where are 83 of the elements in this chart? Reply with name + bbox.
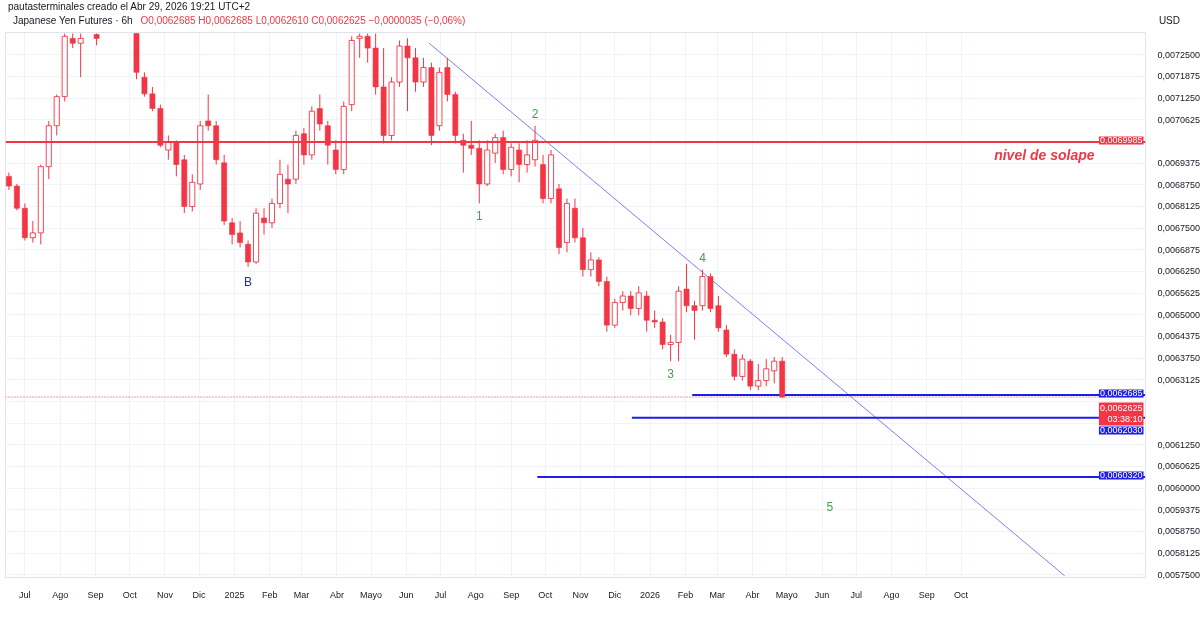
y-tick-label: 0,0068750 (1157, 179, 1200, 190)
ref-line-label: 0,0069985 (1099, 135, 1143, 146)
y-tick-label: 0,0060625 (1157, 461, 1200, 472)
y-tick-label: 0,0057500 (1157, 569, 1200, 580)
x-tick-label: Oct (954, 589, 969, 600)
x-tick-label: Dic (192, 589, 207, 600)
y-tick-label: 0,0072500 (1157, 49, 1200, 60)
y-tick-label: 0,0066875 (1157, 244, 1200, 255)
x-tick-label: Jul (19, 589, 31, 600)
x-tick-label: Mayo (775, 589, 798, 600)
y-tick-label: 0,0070625 (1157, 114, 1200, 125)
text: pautasterminales creado el Abr 29, 2026 19:21 UTC+2 (7, 0, 252, 14)
x-tick-label: Abr (745, 589, 760, 600)
candlestick (595, 256, 602, 287)
data-label: 0,0062030 (1099, 425, 1143, 436)
y-tick-label: 0,0066250 (1157, 266, 1200, 277)
x-tick-label: Ago (467, 589, 484, 600)
y-tick-label: 0,0068125 (1157, 201, 1200, 212)
y-axis-title: USD (1158, 14, 1180, 28)
annotation: 1 (475, 209, 483, 224)
x-tick-label: 2025 (224, 589, 245, 600)
candlestick (763, 358, 770, 387)
annotation: 2 (531, 106, 539, 121)
candlestick (619, 290, 626, 312)
x-tick-label: Jul (434, 589, 447, 600)
x-tick-label: Jul (850, 589, 862, 600)
y-tick-label: 0,0063125 (1157, 374, 1200, 385)
x-tick-label: Mar (709, 589, 726, 600)
x-tick-label: Mayo (360, 589, 383, 600)
candlestick (245, 240, 251, 268)
candlestick (229, 217, 235, 245)
y-tick-label: 0,0058125 (1157, 548, 1200, 559)
y-tick-label: 0,0063750 (1157, 353, 1200, 364)
x-tick-label: Feb (677, 589, 694, 600)
y-tick-label: 0,0069375 (1157, 158, 1200, 169)
y-tick-label: 0,0071250 (1157, 93, 1200, 104)
candlestick (316, 94, 323, 132)
candlestick (14, 183, 20, 211)
chart-subtitle: O0,0062685 H0,0062685 L0,0062610 C0,0062625 −0,0000035 (−0,06%) (140, 15, 466, 26)
x-tick-label: Sep (918, 589, 935, 600)
candlestick (611, 298, 618, 329)
y-tick-label: 0,0059375 (1157, 504, 1200, 515)
candlestick (587, 251, 594, 278)
x-tick-label: Oct (538, 589, 553, 600)
annotation: B (244, 274, 253, 289)
chart-title: Japanese Yen Futures · 6h (13, 15, 133, 26)
x-tick-label: Jun (814, 589, 830, 600)
y-tick-label: 0,0065000 (1157, 309, 1200, 320)
candlestick (237, 220, 243, 248)
annotation: 5 (826, 500, 834, 515)
x-tick-label: 2026 (640, 589, 661, 600)
x-tick-label: Abr (329, 589, 344, 600)
x-tick-label: Ago (883, 589, 900, 600)
x-tick-label: Sep (87, 589, 104, 600)
annotation: 4 (699, 250, 707, 265)
candlestick (285, 164, 291, 214)
annotation: 3 (667, 367, 675, 382)
y-tick-label: 0,0058750 (1157, 526, 1200, 537)
data-label: 0,0062685 (1099, 388, 1143, 399)
y-tick-label: 0,0061250 (1157, 439, 1200, 450)
x-tick-label: Mar (293, 589, 310, 600)
x-tick-label: Ago (52, 589, 69, 600)
y-tick-label: 0,0071875 (1157, 71, 1200, 82)
x-tick-label: Dic (608, 589, 622, 600)
candlestick (771, 356, 778, 384)
x-tick-label: Jun (399, 589, 414, 600)
x-tick-label: Feb (261, 589, 278, 600)
x-tick-label: Sep (503, 589, 520, 600)
x-tick-label: Oct (122, 589, 138, 600)
data-label: 0,0060320 (1099, 470, 1143, 481)
candlestick (29, 220, 36, 244)
annotation: nivel de solape (994, 146, 1095, 163)
y-tick-label: 0,0065625 (1157, 288, 1200, 299)
y-tick-label: 0,0067500 (1157, 223, 1200, 234)
candlestick (205, 94, 212, 132)
x-tick-label: Nov (572, 589, 590, 600)
candlestick (268, 198, 276, 229)
candlestick (141, 71, 148, 98)
candlestick (261, 207, 267, 236)
y-tick-label: 0,0064375 (1157, 331, 1200, 342)
y-tick-label: 0,0060000 (1157, 483, 1200, 494)
ref-line-label: 0,0062625 03:38:10 (1099, 403, 1143, 425)
x-tick-label: Nov (156, 589, 174, 600)
